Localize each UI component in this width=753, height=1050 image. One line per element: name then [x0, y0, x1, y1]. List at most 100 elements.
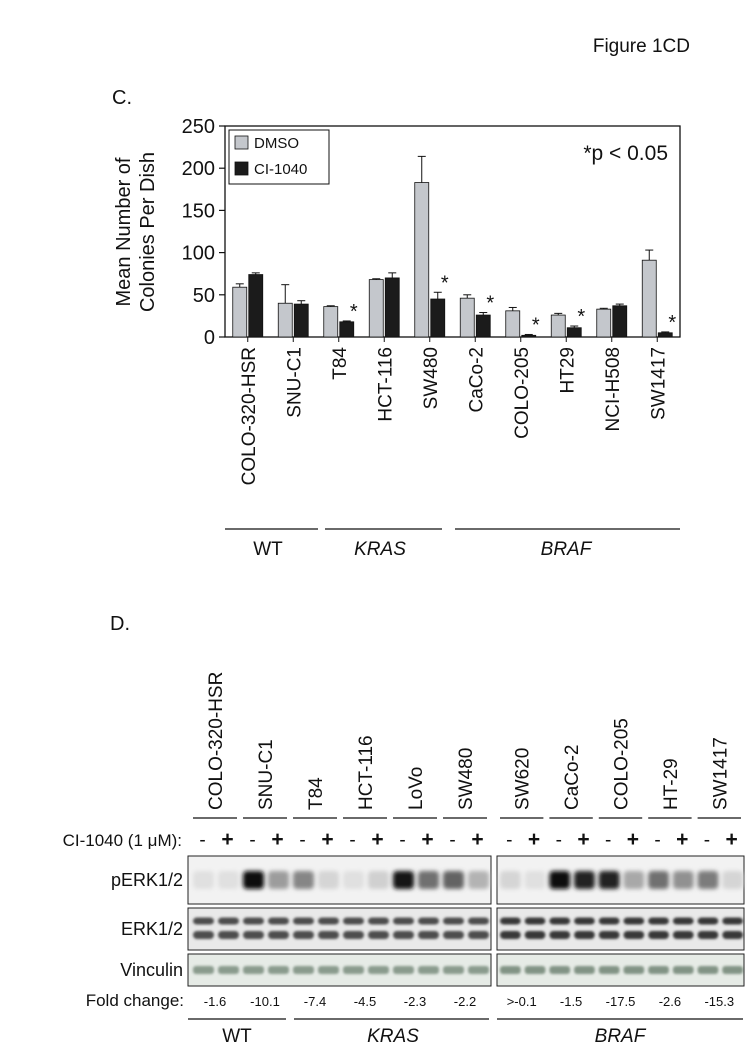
significance-asterisk: *	[532, 314, 540, 336]
c-ylabel-line: Mean Number of	[113, 157, 135, 306]
c-ytick-label: 250	[182, 116, 215, 138]
erk-lower-band	[574, 931, 595, 939]
perk-band	[393, 871, 414, 889]
mark-minus: -	[556, 830, 562, 851]
mark-plus: +	[271, 828, 283, 851]
c-xtick-label: HT29	[557, 347, 578, 393]
vinculin-band	[243, 966, 264, 974]
erk-upper-band	[697, 917, 719, 925]
mark-plus: +	[371, 828, 383, 851]
bar-dmso	[323, 306, 339, 338]
vinculin-band	[500, 966, 521, 974]
c-ylabel-line: Colonies Per Dish	[137, 152, 159, 312]
c-significance-note: *p < 0.05	[583, 142, 668, 165]
erk-lower-band	[697, 931, 719, 939]
erk-upper-band	[293, 917, 314, 925]
significance-asterisk: *	[668, 312, 676, 334]
d-treatment-label: CI-1040 (1 μM):	[63, 831, 182, 850]
bar-ci1040	[612, 305, 628, 338]
perk-band	[418, 871, 439, 889]
c-xtick-label: CaCo-2	[466, 347, 487, 412]
d-group-braf: BRAF	[595, 1026, 647, 1047]
panel-c-label: C.	[112, 87, 132, 109]
blot-vinculin-left	[187, 953, 492, 987]
row-label-perk12: pERK1/2	[111, 870, 183, 890]
d-group-kras: KRAS	[367, 1026, 419, 1047]
perk-band	[343, 871, 364, 889]
erk-upper-band	[722, 917, 743, 925]
fold-change-value: -15.3	[704, 994, 734, 1009]
d-lane-labels: COLO-320-HSR SNU-C1 T84 HCT-116 LoVo SW480 SW6…	[206, 672, 731, 810]
bar-dmso	[596, 308, 612, 338]
mark-plus: +	[627, 828, 639, 851]
bar-ci1040	[430, 298, 446, 338]
d-fold-values: -1.6 -10.1 -7.4 -4.5 -2.3 -2.2 >-0.1 -1.5 -17.5 -…	[204, 994, 734, 1009]
vinculin-band	[598, 966, 620, 974]
erk-upper-band	[549, 917, 571, 925]
mark-minus: -	[299, 830, 305, 851]
mark-minus: -	[199, 830, 205, 851]
bar-ci1040	[566, 327, 582, 338]
c-legend: DMSO CI-1040	[228, 129, 330, 185]
fold-change-value: -17.5	[606, 994, 636, 1009]
erk-lower-band	[268, 931, 289, 939]
perk-band	[468, 871, 489, 889]
erk-lower-band	[468, 931, 489, 939]
bar-ci1040	[475, 314, 491, 338]
vinculin-band	[722, 966, 743, 974]
bar-dmso	[505, 310, 521, 338]
erk-upper-band	[343, 917, 364, 925]
d-group-wt: WT	[222, 1026, 252, 1047]
mark-plus: +	[221, 828, 233, 851]
d-group-brackets: WT KRAS BRAF	[188, 1018, 743, 1047]
vinculin-band	[268, 966, 289, 974]
vinculin-band	[468, 966, 489, 974]
perk-band	[218, 871, 239, 889]
vinculin-band	[443, 966, 464, 974]
erk-upper-band	[418, 917, 439, 925]
legend-label-dmso: DMSO	[254, 135, 299, 152]
erk-lower-band	[598, 931, 620, 939]
perk-band	[549, 871, 571, 889]
c-xtick-label: SW1417	[648, 347, 669, 420]
mark-minus: -	[506, 830, 512, 851]
figure-header: Figure 1CD	[593, 36, 690, 57]
erk-lower-band	[443, 931, 464, 939]
erk-lower-band	[293, 931, 314, 939]
perk-band	[623, 871, 645, 889]
fold-change-value: -7.4	[304, 994, 326, 1009]
vinculin-band	[697, 966, 719, 974]
fold-change-value: -10.1	[250, 994, 280, 1009]
perk-band	[318, 871, 339, 889]
perk-band	[243, 871, 264, 889]
d-lane-label: CaCo-2	[562, 745, 583, 810]
erk-upper-band	[648, 917, 669, 925]
mark-plus: +	[421, 828, 433, 851]
c-plot-frame	[224, 125, 681, 338]
fold-change-value: -2.3	[404, 994, 426, 1009]
erk-lower-band	[500, 931, 521, 939]
erk-lower-band	[722, 931, 743, 939]
bar-dmso	[414, 182, 430, 338]
mark-minus: -	[449, 830, 455, 851]
mark-plus: +	[321, 828, 333, 851]
erk-upper-band	[468, 917, 489, 925]
perk-band	[574, 871, 595, 889]
erk-lower-band	[193, 931, 214, 939]
c-group-wt: WT	[253, 539, 283, 560]
vinculin-band	[218, 966, 239, 974]
c-xlabels: COLO-320-HSR SNU-C1 T84 HCT-116 SW480 CaCo-2 C…	[239, 347, 670, 486]
erk-lower-band	[368, 931, 389, 939]
significance-asterisk: *	[441, 272, 449, 294]
fold-change-value: -1.5	[560, 994, 582, 1009]
erk-upper-band	[623, 917, 645, 925]
d-lane-label: HCT-116	[356, 735, 377, 810]
erk-lower-band	[524, 931, 546, 939]
c-xtick-label: SW480	[421, 347, 442, 409]
row-label-erk12: ERK1/2	[121, 919, 183, 939]
d-lane-label: T84	[306, 777, 327, 810]
c-xtick-label: COLO-320-HSR	[239, 347, 260, 485]
erk-upper-band	[393, 917, 414, 925]
fold-change-value: >-0.1	[507, 994, 537, 1009]
